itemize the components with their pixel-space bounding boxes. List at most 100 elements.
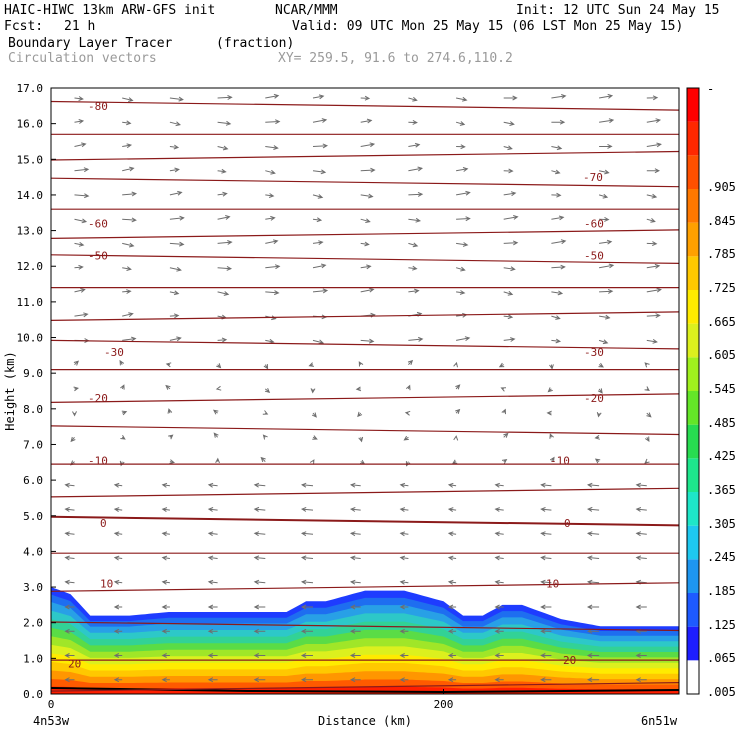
circulation-vector [403,435,409,441]
y-tick-label: 1.0 [23,652,43,665]
colorbar-label: .605 [707,348,736,363]
circulation-vector [501,408,506,415]
circulation-vector [165,384,171,390]
circulation-vector [349,604,361,610]
circulation-vector [549,456,555,463]
circulation-vector [300,579,314,585]
circulation-vector [64,579,75,585]
circulation-vector [447,507,457,513]
circulation-vector [455,266,466,272]
circulation-vector [494,579,504,585]
isotherm-line [50,100,680,111]
circulation-vector [586,531,600,537]
circulation-vector [549,364,554,370]
circulation-vector [161,482,170,488]
circulation-vector [455,408,461,414]
circulation-vector [64,507,75,512]
isotherm-label: -50 [88,250,108,263]
plot-frame [50,87,680,695]
circulation-vector [503,191,517,197]
circulation-vector [161,604,170,610]
circulation-vector [161,579,170,585]
circulation-vector [635,604,647,610]
circulation-vector [74,312,89,318]
circulation-vector [360,241,370,247]
isotherm-line [50,515,680,527]
x-endpoint-end: 6n51w [641,714,678,728]
circulation-vector [456,242,469,247]
colorbar-segment [687,189,699,223]
circulation-vector [456,144,466,150]
circulation-vector [207,531,218,537]
circulation-vector [355,386,362,392]
circulation-vector [312,435,318,440]
circulation-vector [503,168,514,174]
circulation-vector [399,653,409,658]
circulation-vector [64,482,75,488]
circulation-vector [169,215,185,221]
circulation-vector [357,411,363,418]
circulation-vector [540,653,552,658]
circulation-vector [360,264,372,270]
circulation-vector [263,363,269,370]
circulation-vector [646,142,662,148]
circulation-vector [113,482,123,488]
circulation-vector [265,169,276,175]
colorbar-segment [687,357,699,391]
circulation-vector [161,507,170,513]
circulation-vector [447,579,457,585]
circulation-vector [494,604,504,610]
circulation-vector [646,287,662,293]
circulation-vector [597,388,603,394]
y-tick-label: 2.0 [23,617,43,630]
circulation-vector [646,193,658,199]
circulation-vector [113,579,123,585]
circulation-vector [455,121,466,126]
isotherm-label: -80 [88,100,108,113]
circulation-vector [113,604,123,610]
circulation-vector [312,339,325,345]
colorbar-label: .845 [707,213,736,228]
circulation-vector [456,167,469,172]
circulation-vector [540,604,552,610]
circulation-vector [503,314,514,320]
circulation-vector [165,362,172,368]
colorbar-segment [687,323,699,358]
circulation-vector [74,264,84,270]
circulation-vector [74,167,90,173]
circulation-vector [358,436,364,443]
circulation-vector [594,434,600,440]
circulation-vector [169,121,181,127]
field-name: Boundary Layer Tracer [8,36,173,51]
colorbar-segment [687,492,699,526]
circulation-vector [169,144,180,150]
circulation-vector [349,579,361,585]
x-endpoint-start: 4n53w [33,714,70,728]
circulation-vector [253,677,266,683]
circulation-vector [503,432,509,438]
circulation-vector [122,312,134,317]
circulation-vector [74,96,84,101]
isotherm-label: -30 [104,346,124,359]
circulation-vector [494,531,504,537]
circulation-vector [349,531,361,537]
circulation-vector [599,314,611,320]
circulation-vector [547,387,553,393]
circulation-vector [503,95,518,101]
circulation-vector [213,432,219,438]
colorbar-segment [687,290,699,324]
circulation-vector [598,362,604,368]
circulation-vector [122,97,134,102]
circulation-vector [503,121,515,126]
circulation-vector [451,459,458,465]
circulation-vector [207,482,218,488]
circulation-vector [300,531,314,537]
circulation-vector [217,337,228,343]
circulation-vector [540,677,552,683]
colorbar-label: .545 [707,382,736,396]
colorbar-segment [687,525,699,560]
circulation-vector [207,628,218,634]
circulation-vector [213,409,219,415]
circulation-vector [253,604,266,610]
circulation-vector [169,241,185,247]
